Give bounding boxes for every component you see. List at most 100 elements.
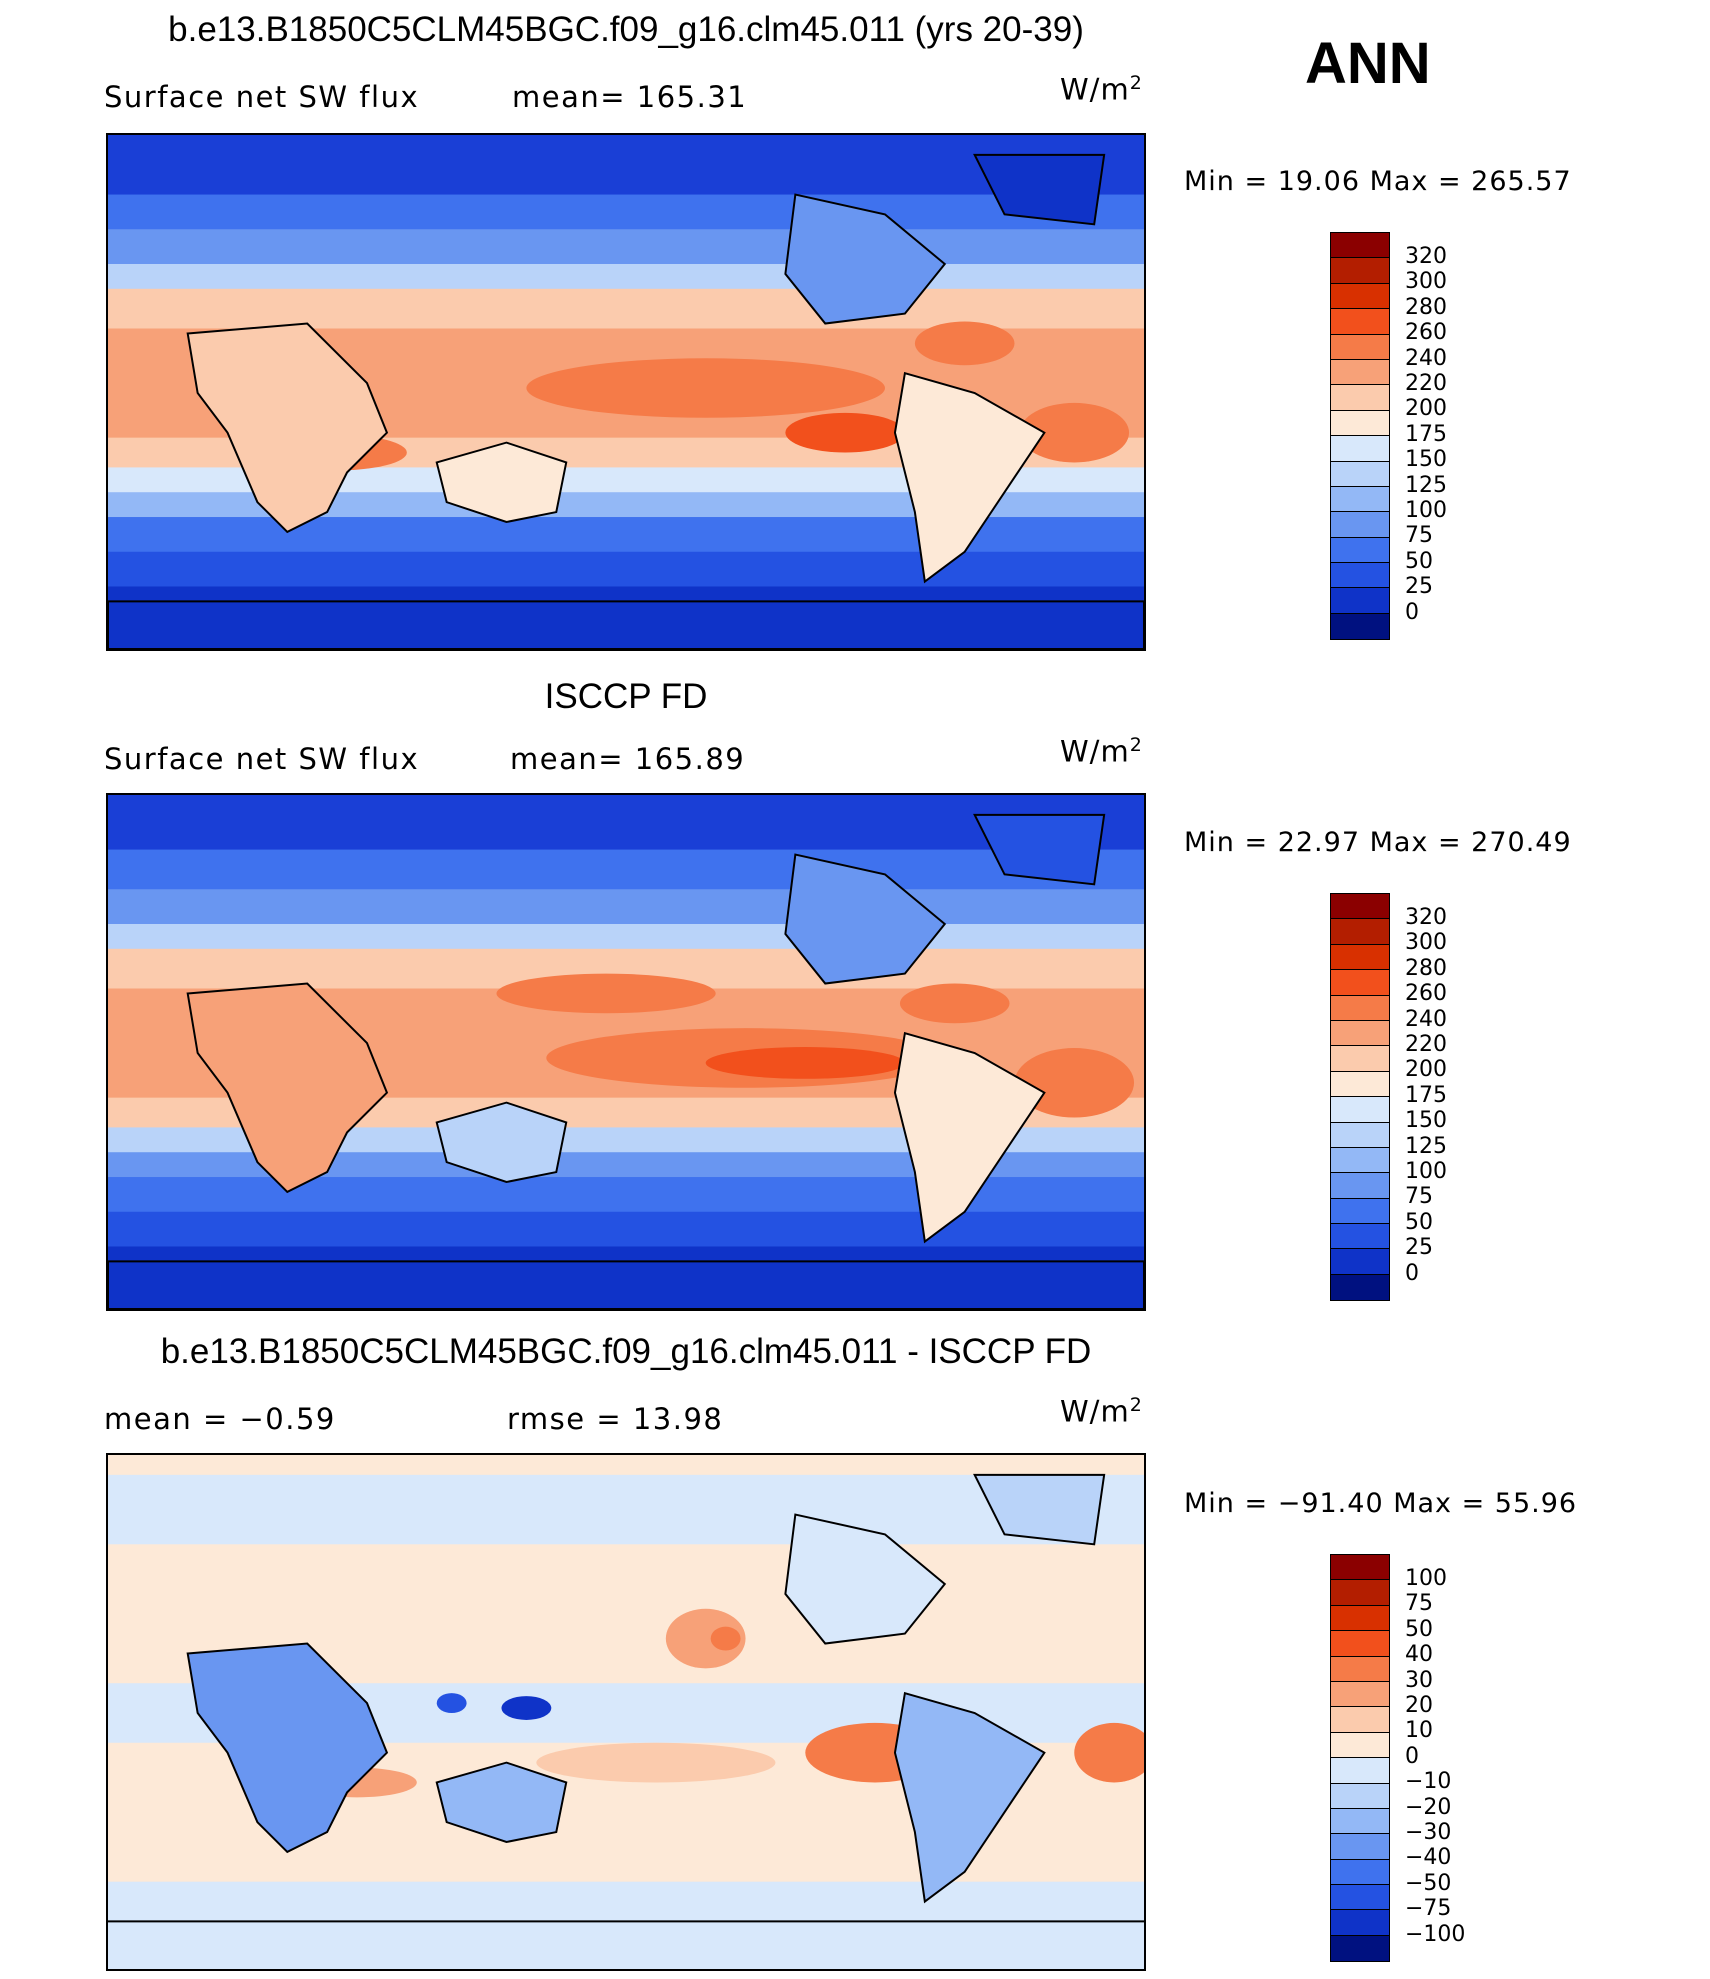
colorbar-box bbox=[1331, 1020, 1389, 1047]
panel-2-minmax: Min = 22.97 Max = 270.49 bbox=[1184, 827, 1572, 858]
colorbar-box bbox=[1331, 1707, 1389, 1733]
colorbar-label: 25 bbox=[1405, 1235, 1433, 1261]
panel-3-title: b.e13.B1850C5CLM45BGC.f09_g16.clm45.011 … bbox=[160, 1332, 1092, 1371]
colorbar-label: 50 bbox=[1405, 1616, 1433, 1642]
panel-3-mean-label: mean = −0.59 bbox=[104, 1402, 336, 1436]
panel-3-rmse-label: rmse = 13.98 bbox=[507, 1402, 724, 1436]
colorbar-label: 300 bbox=[1405, 930, 1447, 956]
colorbar-box bbox=[1331, 1656, 1389, 1682]
colorbar-label: 280 bbox=[1405, 955, 1447, 981]
colorbar-box bbox=[1331, 309, 1389, 335]
colorbar-label: 300 bbox=[1405, 269, 1447, 295]
colorbar-box bbox=[1331, 919, 1389, 945]
colorbar-box bbox=[1331, 1198, 1389, 1225]
colorbar-box bbox=[1331, 1732, 1389, 1759]
panel-2-colorbar bbox=[1330, 893, 1390, 1302]
colorbar-label: 260 bbox=[1405, 320, 1447, 346]
colorbar-box bbox=[1331, 1681, 1389, 1708]
colorbar-box bbox=[1331, 613, 1389, 640]
panel-1-variable-label: Surface net SW flux bbox=[104, 80, 420, 114]
panel-1-colorbar bbox=[1330, 232, 1390, 641]
panel-1-map bbox=[106, 133, 1146, 651]
colorbar-label: 50 bbox=[1405, 548, 1433, 574]
colorbar-label: 125 bbox=[1405, 472, 1447, 498]
colorbar-box bbox=[1331, 1783, 1389, 1809]
colorbar-box bbox=[1331, 283, 1389, 310]
colorbar-label: −40 bbox=[1405, 1845, 1452, 1871]
colorbar-box bbox=[1331, 1274, 1389, 1301]
colorbar-box bbox=[1331, 1935, 1389, 1962]
colorbar-label: 150 bbox=[1405, 447, 1447, 473]
colorbar-label: 200 bbox=[1405, 396, 1447, 422]
colorbar-label: −50 bbox=[1405, 1870, 1452, 1896]
colorbar-box bbox=[1331, 1808, 1389, 1835]
colorbar-box bbox=[1331, 486, 1389, 513]
colorbar-box bbox=[1331, 1122, 1389, 1148]
panel-2-map bbox=[106, 793, 1146, 1311]
panel-3-minmax: Min = −91.40 Max = 55.96 bbox=[1184, 1488, 1578, 1519]
colorbar-box bbox=[1331, 1097, 1389, 1123]
colorbar-label: 125 bbox=[1405, 1133, 1447, 1159]
colorbar-label: 100 bbox=[1405, 1566, 1447, 1591]
colorbar-box bbox=[1331, 1859, 1389, 1886]
panel-2-units: W/m2 bbox=[1060, 734, 1143, 769]
colorbar-label: 75 bbox=[1405, 1591, 1433, 1617]
panel-3-colorbar bbox=[1330, 1554, 1390, 1963]
colorbar-box bbox=[1331, 334, 1389, 360]
colorbar-box bbox=[1331, 436, 1389, 462]
colorbar-label: 100 bbox=[1405, 498, 1447, 523]
colorbar-box bbox=[1331, 588, 1389, 614]
colorbar-label: −30 bbox=[1405, 1820, 1452, 1845]
colorbar-label: 240 bbox=[1405, 1006, 1447, 1032]
colorbar-box bbox=[1331, 1580, 1389, 1606]
colorbar-box bbox=[1331, 1631, 1389, 1657]
colorbar-box bbox=[1331, 537, 1389, 564]
panel-2-variable-label: Surface net SW flux bbox=[104, 742, 420, 776]
season-label: ANN bbox=[1305, 31, 1431, 96]
colorbar-box bbox=[1331, 359, 1389, 386]
colorbar-box bbox=[1331, 563, 1389, 589]
colorbar-box bbox=[1331, 894, 1389, 920]
colorbar-label: 200 bbox=[1405, 1057, 1447, 1083]
colorbar-label: 240 bbox=[1405, 345, 1447, 371]
colorbar-box bbox=[1331, 1071, 1389, 1098]
panel-3-units: W/m2 bbox=[1060, 1394, 1143, 1429]
colorbar-label: 0 bbox=[1405, 599, 1419, 625]
colorbar-label: 175 bbox=[1405, 1082, 1447, 1108]
colorbar-box bbox=[1331, 233, 1389, 259]
colorbar-label: 150 bbox=[1405, 1108, 1447, 1134]
colorbar-box bbox=[1331, 1046, 1389, 1072]
colorbar-box bbox=[1331, 1910, 1389, 1936]
colorbar-label: 280 bbox=[1405, 294, 1447, 320]
colorbar-box bbox=[1331, 1224, 1389, 1250]
colorbar-label: −10 bbox=[1405, 1769, 1452, 1795]
panel-1-title: b.e13.B1850C5CLM45BGC.f09_g16.clm45.011 … bbox=[168, 10, 1084, 49]
panel-1-minmax: Min = 19.06 Max = 265.57 bbox=[1184, 166, 1572, 197]
colorbar-label: 175 bbox=[1405, 421, 1447, 447]
colorbar-label: 320 bbox=[1405, 244, 1447, 269]
colorbar-label: 75 bbox=[1405, 523, 1433, 549]
colorbar-label: 10 bbox=[1405, 1718, 1433, 1744]
panel-3-map bbox=[106, 1453, 1146, 1971]
colorbar-box bbox=[1331, 385, 1389, 411]
colorbar-box bbox=[1331, 410, 1389, 437]
colorbar-box bbox=[1331, 1885, 1389, 1911]
colorbar-label: 220 bbox=[1405, 371, 1447, 396]
colorbar-box bbox=[1331, 1147, 1389, 1174]
colorbar-box bbox=[1331, 995, 1389, 1021]
colorbar-label: 25 bbox=[1405, 574, 1433, 600]
colorbar-label: −100 bbox=[1405, 1921, 1466, 1947]
colorbar-label: 220 bbox=[1405, 1032, 1447, 1057]
panel-1-units: W/m2 bbox=[1060, 72, 1143, 107]
colorbar-box bbox=[1331, 970, 1389, 996]
colorbar-label: 30 bbox=[1405, 1667, 1433, 1693]
colorbar-label: −20 bbox=[1405, 1794, 1452, 1820]
colorbar-label: 20 bbox=[1405, 1693, 1433, 1718]
colorbar-label: 100 bbox=[1405, 1159, 1447, 1184]
colorbar-box bbox=[1331, 1555, 1389, 1581]
panel-1-mean-label: mean= 165.31 bbox=[512, 80, 748, 114]
colorbar-box bbox=[1331, 1249, 1389, 1275]
colorbar-box bbox=[1331, 512, 1389, 538]
colorbar-label: 50 bbox=[1405, 1209, 1433, 1235]
colorbar-label: −75 bbox=[1405, 1896, 1452, 1922]
